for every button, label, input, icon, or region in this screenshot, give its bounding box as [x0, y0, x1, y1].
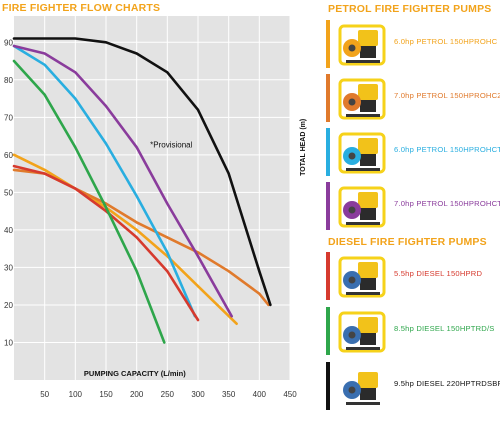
diesel-pump-row: 8.5hp DIESEL 150HPTRD/S — [326, 305, 500, 357]
series-line — [12, 44, 233, 318]
petrol-pump-image — [338, 20, 386, 68]
petrol-pump-label: 7.0hp PETROL 150HPROHCT21 — [394, 199, 500, 208]
series-line — [12, 164, 200, 322]
x-tick-label: 350 — [222, 390, 236, 399]
series-line — [12, 153, 238, 326]
y-tick-label: 90 — [4, 38, 13, 47]
y-tick-label: 70 — [4, 113, 13, 122]
diesel-pump-label: 5.5hp DIESEL 150HPRD — [394, 269, 483, 278]
x-tick-label: 150 — [99, 390, 113, 399]
series-line — [12, 37, 272, 307]
diesel-pump-frame-image — [338, 252, 386, 300]
x-tick-label: 100 — [69, 390, 83, 399]
y-tick-label: 80 — [4, 76, 13, 85]
provisional-annotation: *Provisional — [150, 140, 192, 149]
flow-chart: 50 100 150 200 250 300 350 400 450 10 20 30 40 50 60 70… — [4, 16, 307, 399]
diesel-pumps-title: DIESEL FIRE FIGHTER PUMPS — [328, 236, 487, 248]
diesel-pump-row: 9.5hp DIESEL 220HPTRDSBF — [326, 360, 500, 412]
series-line — [12, 44, 197, 318]
series-color-swatch — [326, 128, 330, 176]
x-tick-label: 50 — [40, 390, 49, 399]
x-tick-label: 250 — [161, 390, 175, 399]
plot-area — [14, 16, 290, 380]
diesel-pump-image — [338, 362, 386, 410]
y-tick-label: 10 — [4, 338, 13, 347]
petrol-pump-label: 6.0hp PETROL 150HPROHCT — [394, 145, 500, 154]
x-tick-label: 300 — [191, 390, 205, 399]
series-color-swatch — [326, 182, 330, 230]
diesel-pump-label: 8.5hp DIESEL 150HPTRD/S — [394, 324, 495, 333]
petrol-pump-image — [338, 74, 386, 122]
petrol-pump-row: 6.0hp PETROL 150HPROHC — [326, 18, 500, 70]
y-tick-label: 40 — [4, 226, 13, 235]
x-tick-label: 450 — [283, 390, 297, 399]
chart-title: FIRE FIGHTER FLOW CHARTS — [2, 2, 161, 14]
series-line — [12, 59, 166, 344]
series-color-swatch — [326, 362, 330, 410]
diesel-pump-frame-image — [338, 307, 386, 355]
petrol-pump-row: 7.0hp PETROL 150HPROHC21 — [326, 72, 500, 124]
petrol-pump-row: 7.0hp PETROL 150HPROHCT21 — [326, 180, 500, 232]
petrol-pump-image — [338, 128, 386, 176]
petrol-pumps-title: PETROL FIRE FIGHTER PUMPS — [328, 3, 492, 15]
y-tick-label: 50 — [4, 188, 13, 197]
x-axis-label: PUMPING CAPACITY (L/min) — [84, 369, 186, 378]
petrol-pump-image — [338, 182, 386, 230]
petrol-pump-label: 7.0hp PETROL 150HPROHC21 — [394, 91, 500, 100]
x-tick-label: 400 — [253, 390, 267, 399]
diesel-pump-label: 9.5hp DIESEL 220HPTRDSBF — [394, 379, 500, 388]
petrol-pump-row: 6.0hp PETROL 150HPROHCT — [326, 126, 500, 178]
y-tick-label: 60 — [4, 151, 13, 160]
diesel-pump-row: 5.5hp DIESEL 150HPRD — [326, 250, 500, 302]
y-tick-label: 20 — [4, 301, 13, 310]
series-color-swatch — [326, 74, 330, 122]
series-color-swatch — [326, 307, 330, 355]
series-color-swatch — [326, 20, 330, 68]
petrol-pump-label: 6.0hp PETROL 150HPROHC — [394, 37, 498, 46]
y-axis-label: TOTAL HEAD (m) — [300, 119, 307, 176]
x-tick-label: 200 — [130, 390, 144, 399]
y-tick-label: 30 — [4, 263, 13, 272]
series-color-swatch — [326, 252, 330, 300]
